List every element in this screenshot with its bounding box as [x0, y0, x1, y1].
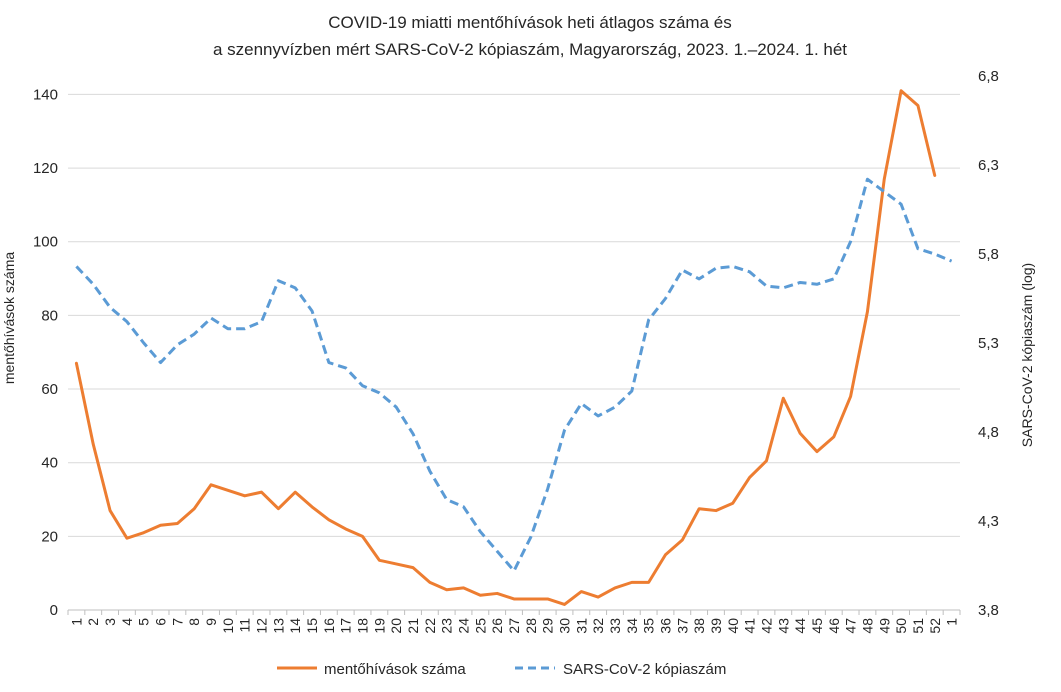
legend-label-mentohivasok: mentőhívások száma: [324, 661, 466, 678]
x-tick-label: 47: [843, 618, 859, 634]
left-y-tick-label: 0: [50, 602, 58, 619]
x-tick-label: 30: [556, 618, 572, 634]
series-line-sars-cov-2: [75, 177, 953, 573]
x-tick-label: 7: [169, 618, 185, 626]
right-y-tick-label: 5,3: [978, 335, 999, 352]
right-y-tick-label: 6,8: [978, 68, 999, 85]
x-tick-label: 24: [456, 618, 472, 634]
left-y-tick-label: 100: [33, 234, 58, 251]
x-axis-ticks: 1 2 3 4 5 6 7 8 9 10 11 12 13 14 15 16 17 18 19 20 21 22 23 24 2…: [67, 610, 961, 634]
x-tick-label: 50: [893, 618, 909, 634]
gridlines: [68, 93, 960, 537]
x-tick-label: 20: [388, 618, 404, 634]
x-tick-label: 37: [674, 618, 690, 634]
right-y-tick-label: 3,8: [978, 602, 999, 619]
x-tick-label: 15: [304, 618, 320, 634]
left-y-tick-label: 120: [33, 160, 58, 177]
x-tick-label: 10: [220, 618, 236, 634]
right-y-axis-label: SARS-CoV-2 kópiaszám (log): [1019, 263, 1035, 447]
x-tick-label: 38: [691, 618, 707, 634]
x-tick-label: 11: [237, 618, 253, 633]
legend-label-sars-cov-2: SARS-CoV-2 kópiaszám: [563, 661, 726, 678]
x-tick-label: 34: [624, 618, 640, 634]
x-tick-label: 32: [590, 618, 606, 634]
right-y-tick-label: 5,8: [978, 246, 999, 263]
right-y-axis-ticks: 3,8 4,3 4,8 5,3 5,8 6,3 6,8: [978, 68, 999, 619]
x-tick-label: 29: [540, 618, 556, 634]
x-tick-label: 6: [153, 618, 169, 626]
series-layer: [74, 89, 953, 606]
x-tick-label: 1: [944, 618, 960, 626]
x-tick-label: 3: [102, 618, 118, 626]
right-y-tick-label: 4,3: [978, 513, 999, 530]
legend: mentőhívások száma SARS-CoV-2 kópiaszám: [277, 661, 726, 678]
x-tick-label: 49: [876, 618, 892, 634]
x-tick-label: 18: [355, 618, 371, 634]
x-tick-label: 31: [573, 618, 589, 634]
x-tick-label: 35: [641, 618, 657, 634]
x-tick-label: 51: [910, 618, 926, 634]
x-tick-label: 16: [321, 618, 337, 634]
chart-title-line-1: COVID-19 miatti mentőhívások heti átlago…: [328, 13, 731, 32]
x-tick-label: 2: [85, 618, 101, 626]
x-tick-label: 23: [439, 618, 455, 634]
x-tick-label: 8: [186, 618, 202, 626]
x-tick-label: 14: [287, 618, 303, 634]
x-tick-label: 46: [826, 618, 842, 634]
x-tick-label: 42: [758, 618, 774, 634]
x-tick-label: 9: [203, 618, 219, 626]
x-tick-label: 28: [523, 618, 539, 634]
left-y-tick-label: 60: [41, 381, 58, 398]
x-tick-label: 33: [607, 618, 623, 634]
x-tick-label: 43: [775, 618, 791, 634]
x-tick-label: 44: [792, 618, 808, 634]
x-tick-label: 52: [927, 618, 943, 634]
left-y-axis-label: mentőhívások száma: [1, 252, 17, 384]
x-tick-label: 17: [338, 618, 354, 634]
x-tick-label: 48: [859, 618, 875, 634]
x-tick-label: 4: [119, 618, 135, 626]
x-tick-label: 22: [422, 618, 438, 634]
x-tick-label: 27: [506, 618, 522, 634]
left-y-tick-label: 40: [41, 455, 58, 472]
left-y-tick-label: 20: [41, 528, 58, 545]
x-tick-label: 40: [725, 618, 741, 634]
x-tick-label: 21: [405, 618, 421, 634]
x-tick-label: 39: [708, 618, 724, 634]
chart-title-line-2: a szennyvízben mért SARS-CoV-2 kópiaszám…: [213, 40, 847, 59]
x-tick-label: 12: [254, 618, 270, 634]
x-tick-label: 5: [136, 618, 152, 626]
right-y-tick-label: 6,3: [978, 157, 999, 174]
x-tick-label: 19: [371, 618, 387, 634]
left-y-tick-label: 80: [41, 307, 58, 324]
x-tick-label: 45: [809, 618, 825, 634]
x-tick-label: 26: [489, 618, 505, 634]
x-tick-label: 1: [68, 618, 84, 626]
x-tick-label: 36: [657, 618, 673, 634]
x-tick-label: 25: [472, 618, 488, 634]
series-line-mentohivasok: [74, 89, 937, 606]
right-y-tick-label: 4,8: [978, 424, 999, 441]
x-tick-label: 13: [270, 618, 286, 634]
x-tick-label: 41: [742, 618, 758, 634]
left-y-tick-label: 140: [33, 86, 58, 103]
left-y-axis-ticks: 0 20 40 60 80 100 120 140: [33, 86, 58, 619]
